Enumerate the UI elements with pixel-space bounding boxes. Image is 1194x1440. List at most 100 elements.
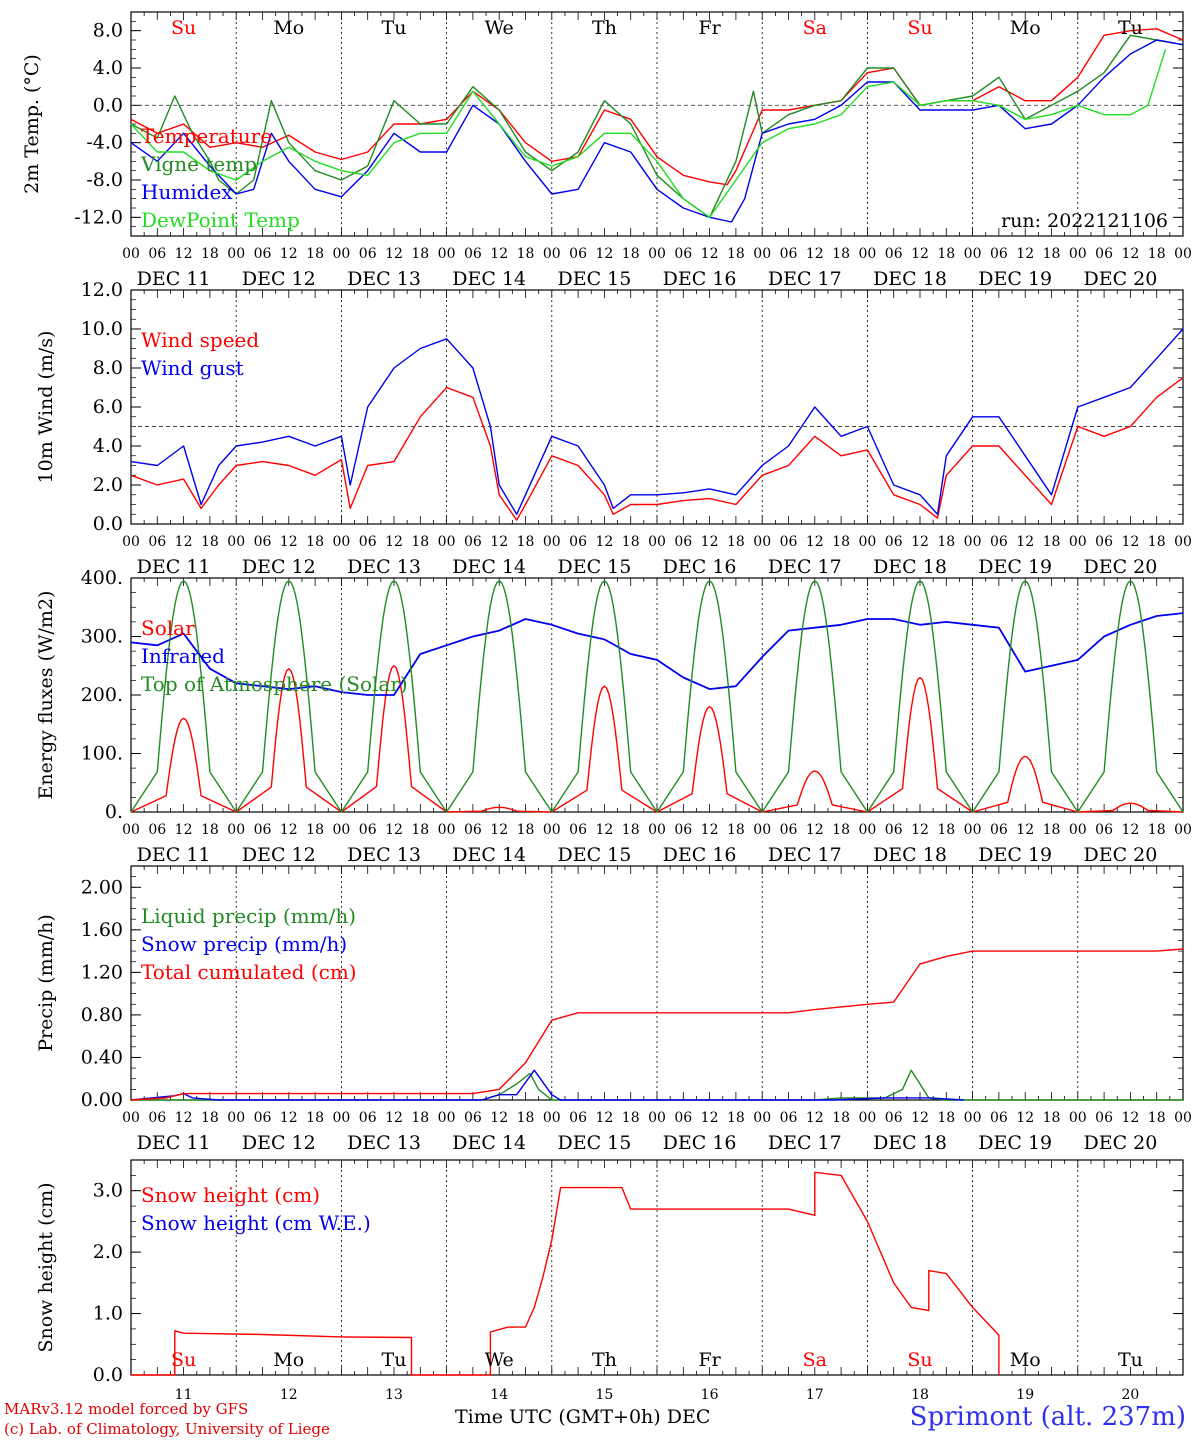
hour-label: 06 <box>359 1110 377 1126</box>
legend-vigne-temp: Vigne temp <box>140 152 257 176</box>
weekday-label: Su <box>907 17 932 39</box>
hour-label: 06 <box>885 534 903 550</box>
hour-label: 06 <box>464 246 482 262</box>
hour-label: 06 <box>569 822 587 838</box>
hour-label: 12 <box>385 822 403 838</box>
series-line-top-of-atmosphere-solar- <box>130 580 1184 813</box>
hour-label: 06 <box>990 246 1008 262</box>
hour-label: 06 <box>359 822 377 838</box>
legend-infrared: Infrared <box>141 644 225 668</box>
weekday-label: Fr <box>698 17 721 39</box>
hour-label: 18 <box>306 822 324 838</box>
hour-label: 18 <box>411 1110 429 1126</box>
hour-label: 06 <box>148 1110 166 1126</box>
legend-snow-height-cm-w-e-: Snow height (cm W.E.) <box>141 1211 371 1235</box>
hour-label: 18 <box>937 822 955 838</box>
date-label: DEC 19 <box>978 268 1052 290</box>
date-label: DEC 13 <box>347 556 421 578</box>
date-label: DEC 11 <box>137 844 211 866</box>
date-label: DEC 12 <box>242 556 316 578</box>
hour-label: 18 <box>306 246 324 262</box>
hour-label: 06 <box>464 534 482 550</box>
hour-label: 00 <box>332 1110 350 1126</box>
hour-label: 00 <box>964 822 982 838</box>
y-tick-label: 2.0 <box>93 474 123 496</box>
y-axis-label: 2m Temp. (°C) <box>21 54 43 194</box>
weekday-label: Fr <box>698 1349 721 1371</box>
hour-label: 18 <box>832 822 850 838</box>
legend-snow-precip-mm-h-: Snow precip (mm/h) <box>141 932 347 956</box>
y-tick-label: 10.0 <box>81 318 123 340</box>
hour-label: 00 <box>648 822 666 838</box>
legend-total-cumulated-cm-: Total cumulated (cm) <box>141 960 357 984</box>
weekday-label: Th <box>592 17 617 39</box>
hour-label: 12 <box>280 822 298 838</box>
hour-label: 06 <box>1095 822 1113 838</box>
panel-4: 2.00 1.60 1.20 0.80 0.40 0.00 Precip (mm/h) Liq… <box>35 865 1192 1154</box>
hour-label: 00 <box>753 246 771 262</box>
y-tick-label: 0.0 <box>93 1364 123 1386</box>
y-tick-label: 1.20 <box>81 961 123 983</box>
hour-label: 18 <box>1148 1110 1166 1126</box>
panel-1: 8.0 4.0 0.0 -4.0 -8.0 -12.0 2m Temp. (°C) Tempe… <box>21 11 1192 290</box>
hour-label: 00 <box>438 534 456 550</box>
hour-label: 00 <box>858 246 876 262</box>
panel-3: 400. 300. 200. 100. 0. Energy fluxes (W/m2) So… <box>35 567 1192 866</box>
hour-label: 18 <box>517 822 535 838</box>
y-tick-label: 300. <box>81 626 123 648</box>
hour-label: 18 <box>622 534 640 550</box>
hour-label: 00 <box>332 822 350 838</box>
date-label: DEC 14 <box>452 1132 526 1154</box>
y-tick-label: 0.00 <box>81 1089 123 1111</box>
series-line-wind-speed <box>130 377 1184 521</box>
run-label: run: 2022121106 <box>1001 210 1168 232</box>
hour-label: 00 <box>438 822 456 838</box>
hour-label: 00 <box>858 1110 876 1126</box>
hour-label: 12 <box>490 822 508 838</box>
hour-label: 00 <box>1069 822 1087 838</box>
hour-label: 18 <box>411 534 429 550</box>
hour-label: 00 <box>543 822 561 838</box>
weekday-label: Tu <box>1118 17 1143 39</box>
series-line-wind-gust <box>130 328 1184 515</box>
day-number: 16 <box>701 1387 719 1403</box>
hour-label: 06 <box>359 246 377 262</box>
date-label: DEC 11 <box>137 556 211 578</box>
hour-label: 00 <box>753 1110 771 1126</box>
weekday-label: Su <box>171 17 196 39</box>
date-label: DEC 17 <box>768 1132 842 1154</box>
hour-label: 18 <box>411 246 429 262</box>
date-label: DEC 16 <box>663 844 737 866</box>
hour-label: 18 <box>201 822 219 838</box>
hour-label: 12 <box>385 1110 403 1126</box>
weekday-label: Tu <box>1118 1349 1143 1371</box>
date-label: DEC 13 <box>347 844 421 866</box>
date-label: DEC 17 <box>768 844 842 866</box>
hour-label: 00 <box>1174 822 1192 838</box>
hour-label: 06 <box>780 1110 798 1126</box>
hour-label: 18 <box>832 246 850 262</box>
hour-label: 00 <box>122 1110 140 1126</box>
y-axis-label: Snow height (cm) <box>35 1182 57 1352</box>
hour-label: 06 <box>674 1110 692 1126</box>
hour-label: 06 <box>464 822 482 838</box>
hour-label: 12 <box>280 534 298 550</box>
weekday-label: Th <box>592 1349 617 1371</box>
credit-lab: (c) Lab. of Climatology, University of L… <box>4 1420 330 1438</box>
legend-snow-height-cm-: Snow height (cm) <box>141 1183 320 1207</box>
hour-label: 00 <box>1174 534 1192 550</box>
hour-label: 00 <box>543 1110 561 1126</box>
hour-label: 18 <box>832 1110 850 1126</box>
hour-label: 00 <box>1069 534 1087 550</box>
date-label: DEC 13 <box>347 1132 421 1154</box>
hour-label: 06 <box>674 822 692 838</box>
legend-solar: Solar <box>141 616 195 640</box>
hour-label: 00 <box>753 534 771 550</box>
y-tick-label: -4.0 <box>86 132 123 154</box>
date-label: DEC 20 <box>1083 268 1157 290</box>
hour-label: 18 <box>1043 534 1061 550</box>
hour-label: 06 <box>464 1110 482 1126</box>
hour-label: 12 <box>595 822 613 838</box>
legend-wind-gust: Wind gust <box>141 356 244 380</box>
date-label: DEC 18 <box>873 1132 947 1154</box>
